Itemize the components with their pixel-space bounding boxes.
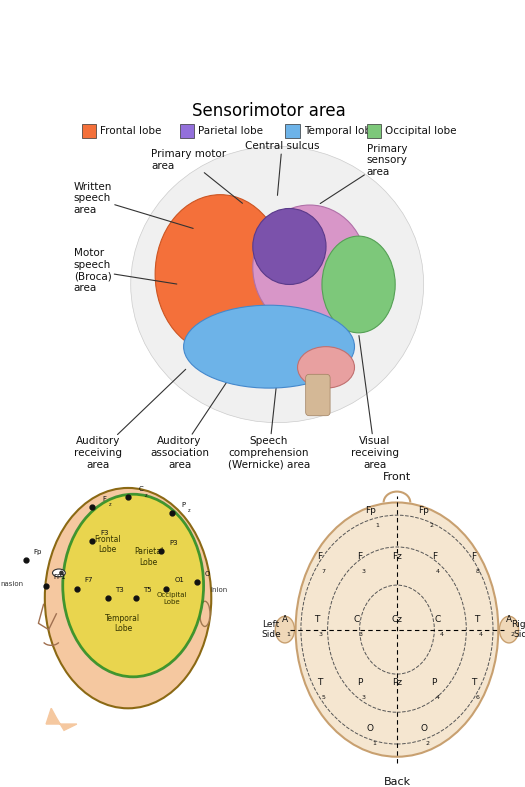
Ellipse shape [275, 616, 295, 643]
Text: 8: 8 [476, 569, 479, 574]
Text: Front: Front [383, 472, 411, 482]
Text: Temporal
Lobe: Temporal Lobe [106, 614, 141, 633]
Text: C: C [434, 615, 440, 623]
Text: A: A [506, 615, 512, 623]
Text: T5: T5 [143, 587, 152, 593]
Text: A: A [282, 615, 288, 623]
Bar [366, 124, 381, 138]
Text: P: P [357, 678, 362, 686]
Ellipse shape [322, 236, 395, 333]
Text: O: O [205, 571, 210, 577]
Text: Occipital
Lobe: Occipital Lobe [156, 592, 187, 604]
Text: F7: F7 [85, 578, 93, 583]
Text: F3: F3 [100, 530, 108, 536]
Text: P: P [182, 502, 186, 508]
Text: C: C [138, 486, 143, 492]
Text: Parietal
Lobe: Parietal Lobe [134, 548, 163, 567]
Text: Fp: Fp [365, 505, 376, 515]
Text: O1: O1 [174, 578, 184, 583]
Text: Inion: Inion [210, 587, 227, 593]
Ellipse shape [296, 502, 498, 757]
Ellipse shape [59, 571, 64, 575]
Text: Fp: Fp [33, 549, 41, 555]
Text: Central sulcus: Central sulcus [245, 142, 319, 195]
Ellipse shape [155, 194, 286, 353]
Text: T3: T3 [116, 587, 124, 593]
Ellipse shape [253, 205, 366, 330]
Text: Frontal
Lobe: Frontal Lobe [94, 535, 121, 554]
Text: 4: 4 [436, 695, 440, 700]
Text: T: T [471, 678, 477, 686]
Text: Auditory
receiving
area: Auditory receiving area [74, 369, 186, 470]
Text: Occipital lobe: Occipital lobe [385, 126, 457, 136]
Ellipse shape [253, 209, 326, 284]
Text: 3: 3 [358, 632, 362, 637]
Text: F: F [318, 552, 323, 560]
Text: 3: 3 [319, 632, 323, 637]
Text: Primary
sensory
area: Primary sensory area [320, 143, 407, 204]
Text: 1: 1 [376, 523, 380, 528]
Bar [286, 124, 300, 138]
Text: Visual
receiving
area: Visual receiving area [351, 335, 399, 470]
Text: Speech
comprehension
(Wernicke) area: Speech comprehension (Wernicke) area [228, 380, 310, 470]
Text: Primary motor
area: Primary motor area [151, 150, 243, 203]
Ellipse shape [52, 569, 65, 577]
Text: Written
speech
area: Written speech area [74, 182, 193, 228]
Text: Frontal lobe: Frontal lobe [100, 126, 162, 136]
Text: T: T [314, 615, 320, 623]
Text: Left
Side: Left Side [261, 620, 281, 639]
Text: 2: 2 [425, 741, 429, 746]
Text: Cz: Cz [392, 615, 403, 623]
Ellipse shape [499, 616, 519, 643]
Text: z: z [109, 502, 111, 507]
Text: 4: 4 [479, 632, 482, 637]
Text: z: z [188, 508, 191, 513]
Text: T: T [474, 615, 480, 623]
Text: O: O [367, 723, 374, 733]
Text: Fz: Fz [392, 552, 402, 560]
Ellipse shape [200, 601, 210, 626]
Text: Right
Side: Right Side [511, 620, 525, 639]
Text: 4: 4 [439, 632, 443, 637]
Text: Parietal lobe: Parietal lobe [198, 126, 263, 136]
Text: Motor
speech
(Broca)
area: Motor speech (Broca) area [74, 248, 177, 293]
Text: z: z [145, 493, 148, 497]
Text: O: O [420, 723, 427, 733]
Text: C: C [353, 615, 360, 623]
Text: FP1: FP1 [54, 575, 66, 580]
Bar [82, 124, 96, 138]
Text: F: F [357, 552, 362, 560]
Text: 5: 5 [322, 695, 326, 700]
Text: 4: 4 [436, 569, 440, 574]
Text: P3: P3 [169, 540, 177, 545]
Text: nasion: nasion [0, 581, 23, 586]
Ellipse shape [45, 488, 211, 708]
Text: 7: 7 [322, 569, 326, 574]
Text: 3: 3 [361, 695, 365, 700]
Ellipse shape [298, 346, 354, 388]
Text: 2: 2 [511, 632, 514, 637]
Text: Temporal lobe: Temporal lobe [303, 126, 377, 136]
Text: Fp: Fp [418, 505, 429, 515]
Text: 1: 1 [372, 741, 376, 746]
Text: F: F [102, 496, 107, 501]
Text: F: F [471, 552, 476, 560]
Text: Pz: Pz [392, 678, 402, 686]
Text: 1: 1 [287, 632, 290, 637]
Text: P: P [432, 678, 437, 686]
Text: 6: 6 [476, 695, 479, 700]
Ellipse shape [184, 305, 354, 388]
Text: T: T [318, 678, 323, 686]
Bar [180, 124, 194, 138]
Text: F: F [432, 552, 437, 560]
Polygon shape [46, 708, 77, 730]
Text: Sensorimotor area: Sensorimotor area [192, 102, 346, 120]
Text: 3: 3 [361, 569, 365, 574]
Text: 2: 2 [429, 523, 433, 528]
Text: Auditory
association
area: Auditory association area [150, 370, 235, 470]
Ellipse shape [63, 494, 204, 677]
FancyBboxPatch shape [306, 375, 330, 416]
Text: Back: Back [383, 778, 411, 787]
Ellipse shape [131, 146, 424, 423]
